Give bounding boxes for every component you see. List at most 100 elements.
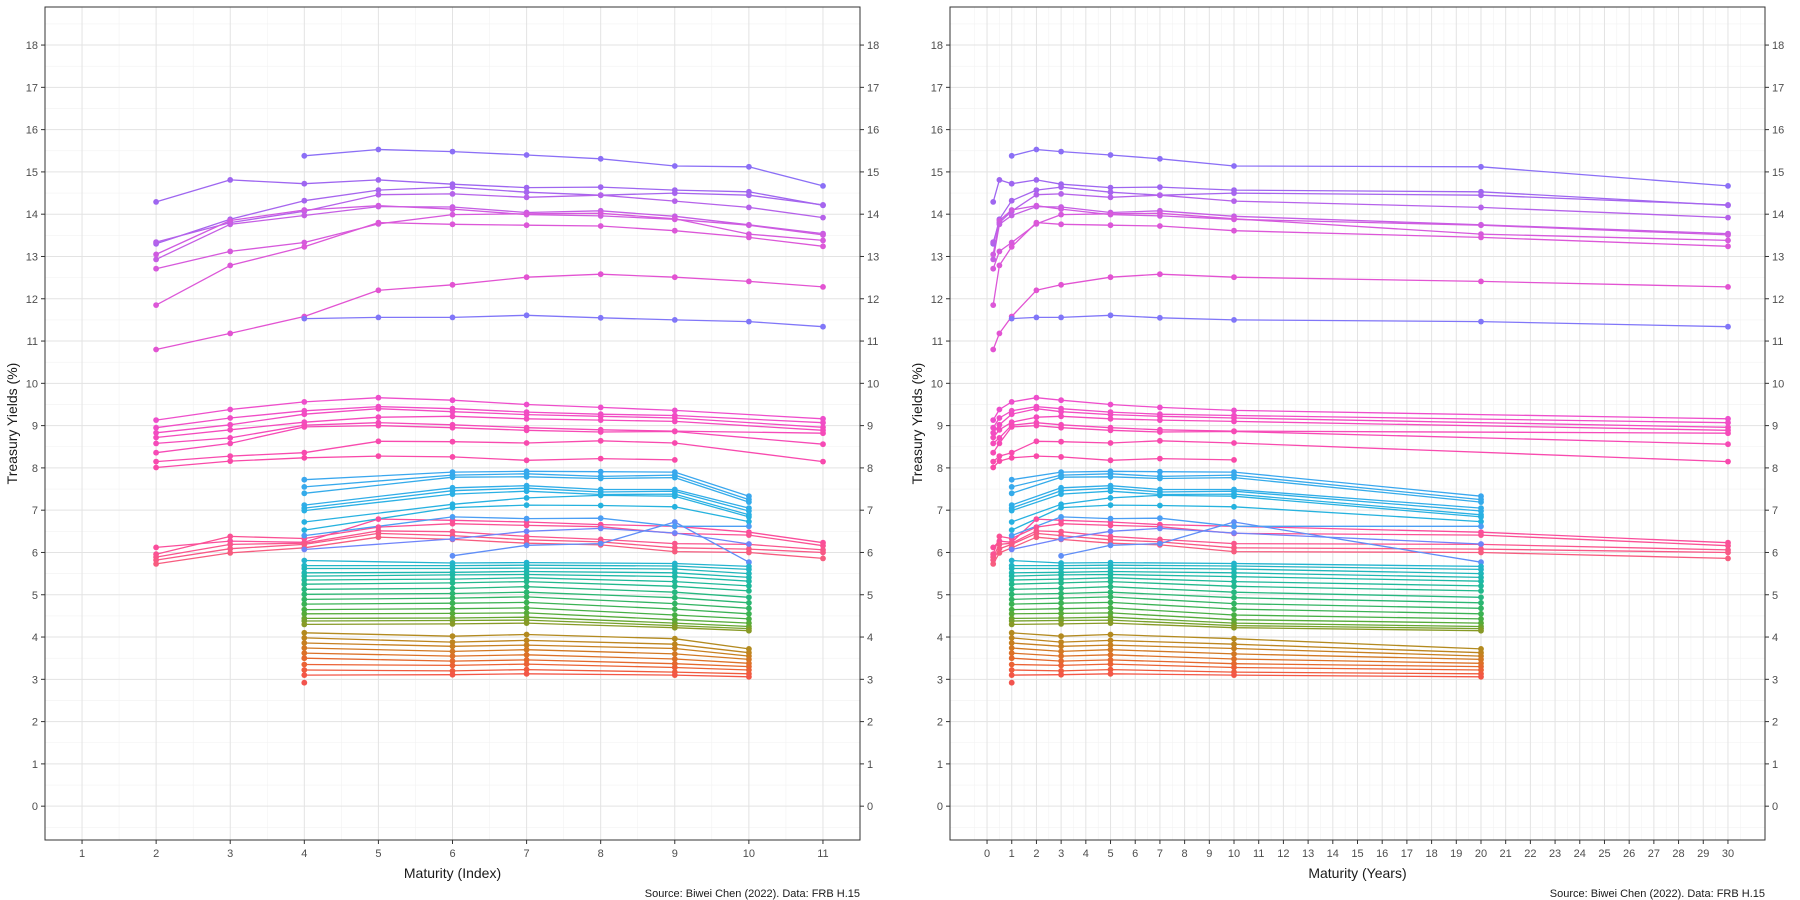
x-tick-label: 26	[1623, 848, 1635, 860]
y-tick-label-right: 14	[1772, 209, 1784, 221]
y-tick-label-right: 3	[867, 674, 873, 686]
yield-point	[523, 473, 530, 480]
yield-point	[1231, 428, 1237, 435]
y-axis-title: Treasury Yields (%)	[909, 363, 925, 485]
yield-point	[1478, 627, 1484, 634]
yield-point	[1008, 424, 1015, 430]
yield-point	[1107, 657, 1114, 663]
yield-point	[597, 468, 604, 475]
yield-point	[301, 679, 308, 686]
yield-point	[671, 474, 678, 481]
y-tick-label-right: 16	[1772, 125, 1784, 137]
yield-point	[1008, 650, 1015, 656]
x-tick-label: 28	[1672, 848, 1684, 860]
x-tick-label: 27	[1648, 848, 1660, 860]
yield-point	[523, 274, 530, 281]
yield-point	[1033, 405, 1040, 412]
yield-curve-line	[992, 205, 1729, 260]
x-tick-label: 29	[1697, 848, 1709, 860]
y-tick-label: 13	[931, 251, 943, 263]
x-tick-label: 0	[984, 848, 990, 860]
yield-curve-line	[155, 221, 824, 306]
yield-point	[746, 163, 752, 170]
yield-point	[227, 440, 234, 447]
yield-curve-line	[156, 536, 824, 565]
yield-point	[523, 646, 530, 653]
yield-point	[990, 434, 997, 441]
yield-point	[301, 239, 308, 246]
yield-point	[1008, 640, 1015, 646]
yield-point	[1008, 557, 1015, 564]
y-tick-label: 14	[26, 209, 38, 221]
yield-curve-line	[1011, 527, 1482, 551]
yield-point	[820, 183, 826, 189]
yield-point	[1157, 192, 1163, 199]
yield-point	[523, 666, 530, 673]
yield-point	[523, 528, 530, 535]
yield-point	[1231, 407, 1237, 414]
yield-curve-line	[1011, 494, 1482, 523]
yield-point	[1478, 599, 1484, 606]
yield-point	[1058, 454, 1064, 460]
y-tick-label-right: 7	[1772, 505, 1778, 517]
yield-point	[1231, 583, 1237, 590]
yield-point	[523, 440, 530, 446]
yield-point	[375, 314, 382, 321]
yield-point	[1725, 458, 1731, 465]
yield-point	[153, 434, 160, 441]
y-tick-label: 15	[931, 167, 943, 179]
yield-point	[523, 427, 530, 434]
yield-point	[746, 578, 752, 585]
yield-point	[1058, 643, 1064, 650]
yield-point	[820, 323, 826, 330]
yield-point	[1008, 197, 1015, 204]
yield-point	[746, 518, 752, 525]
yield-point	[1107, 589, 1114, 596]
yield-point	[996, 545, 1003, 552]
yield-point	[1058, 520, 1064, 527]
yield-point	[990, 346, 997, 353]
yield-point	[1008, 507, 1015, 514]
yield-point	[449, 314, 456, 321]
y-tick-label: 8	[937, 463, 943, 475]
yield-point	[671, 503, 678, 510]
yield-point	[1107, 666, 1114, 673]
y-tick-label-right: 5	[1772, 590, 1778, 602]
yield-point	[1725, 419, 1731, 426]
yield-point	[1725, 284, 1731, 290]
yield-point	[449, 474, 456, 481]
y-tick-label: 1	[32, 759, 38, 771]
yield-point	[820, 214, 826, 221]
y-tick-label-right: 11	[1772, 336, 1783, 348]
yield-point	[1008, 239, 1015, 246]
yield-point	[153, 302, 160, 308]
yield-point	[1058, 590, 1064, 597]
y-tick-label: 12	[26, 294, 38, 306]
yield-point	[1058, 633, 1064, 640]
yield-point	[1107, 578, 1114, 585]
yield-point	[301, 527, 308, 533]
y-tick-label-right: 13	[1772, 251, 1784, 263]
yield-curve-line	[155, 212, 824, 270]
yield-point	[1725, 243, 1731, 250]
yield-point	[523, 620, 530, 626]
yield-point	[449, 281, 456, 288]
yield-point	[523, 495, 530, 501]
x-tick-label: 24	[1574, 848, 1586, 860]
yield-point	[1008, 629, 1015, 636]
yield-point	[1157, 468, 1163, 475]
yield-point	[1725, 214, 1731, 221]
y-tick-label: 6	[32, 547, 38, 559]
x-tick-label: 5	[1107, 848, 1113, 860]
y-tick-label-right: 0	[867, 801, 873, 813]
yield-point	[1058, 595, 1064, 601]
x-tick-label: 25	[1598, 848, 1610, 860]
yield-point	[990, 256, 997, 263]
yield-point	[671, 635, 678, 642]
yield-point	[1107, 222, 1114, 229]
yield-point	[523, 488, 530, 495]
yield-point	[523, 642, 530, 648]
yield-point	[1478, 518, 1484, 525]
yield-point	[996, 415, 1003, 421]
yield-point	[671, 215, 678, 222]
